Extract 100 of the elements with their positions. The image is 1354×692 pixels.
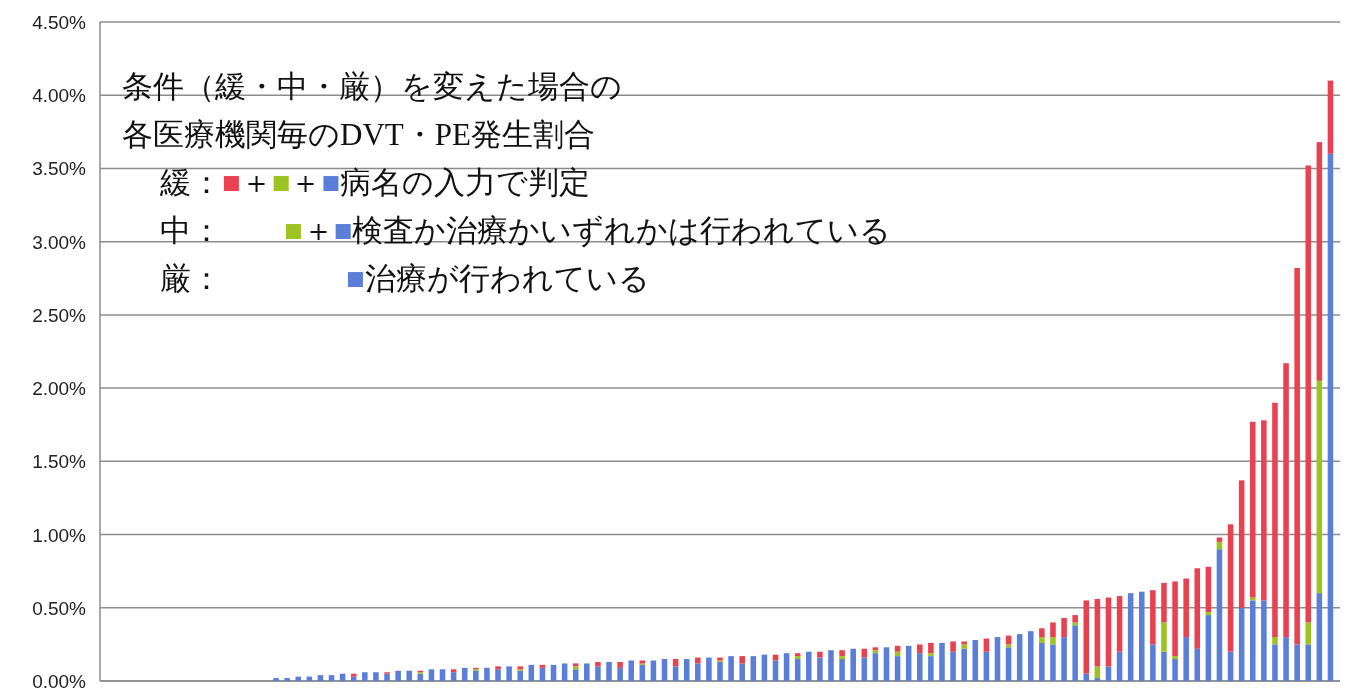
bar [1039, 628, 1045, 638]
y-tick-label: 0.50% [32, 597, 87, 619]
bar [1205, 612, 1212, 616]
bar [1061, 637, 1067, 681]
bar [1316, 593, 1323, 681]
bar [994, 637, 1001, 681]
bar [1005, 644, 1012, 648]
bar [539, 664, 546, 668]
bar [450, 669, 457, 673]
bar [428, 669, 435, 681]
bar [1305, 165, 1312, 623]
bar [1094, 598, 1101, 667]
bar [395, 670, 401, 681]
bar [1172, 581, 1178, 657]
bar [1327, 153, 1334, 681]
bar [1305, 622, 1312, 645]
bar [1272, 644, 1278, 681]
bar [595, 666, 601, 681]
bar [1172, 659, 1178, 681]
text: 各医療機関毎のDVT・PE発生割合 [122, 117, 595, 152]
bar [1072, 615, 1078, 623]
bar [1227, 524, 1234, 652]
bar [384, 673, 390, 681]
bar [706, 657, 712, 681]
bar [495, 666, 501, 670]
y-tick-label: 4.00% [32, 85, 87, 107]
bar [1183, 578, 1189, 638]
bar [373, 672, 379, 681]
bar [1194, 568, 1201, 649]
bar [1138, 591, 1145, 681]
bar [739, 663, 745, 681]
bar [1072, 625, 1078, 681]
bar [528, 664, 535, 681]
bar [1283, 637, 1289, 681]
bar [1216, 549, 1223, 681]
bar [439, 669, 446, 681]
bar [1161, 622, 1167, 652]
bar [1050, 644, 1056, 681]
bar [572, 669, 579, 681]
bar [1039, 637, 1045, 643]
bar [1316, 142, 1323, 381]
bar [839, 650, 845, 657]
bar [328, 675, 335, 681]
bar [661, 659, 668, 681]
bar [939, 642, 945, 681]
bar [961, 648, 967, 681]
bar [750, 656, 757, 681]
bar [817, 657, 823, 681]
bar [1327, 80, 1334, 154]
bar [1083, 673, 1090, 681]
bar [273, 678, 279, 681]
bar [639, 664, 646, 681]
bar [1305, 644, 1312, 681]
bar [894, 645, 901, 652]
bar [1249, 600, 1256, 681]
bar [894, 656, 901, 681]
bar [1283, 363, 1289, 638]
bar [728, 656, 734, 681]
bar [1261, 420, 1267, 601]
y-tick-label: 0.00% [32, 671, 87, 692]
bar [794, 659, 801, 681]
bar [1016, 634, 1023, 681]
bar [617, 661, 623, 668]
bar [695, 657, 701, 664]
bar [1161, 582, 1167, 623]
bar [1261, 600, 1267, 681]
bar [1272, 637, 1278, 645]
bar [1316, 380, 1323, 594]
bar [672, 666, 679, 681]
bar [1249, 421, 1256, 598]
bar [473, 670, 479, 681]
bar [1150, 644, 1156, 681]
bar [1039, 642, 1045, 681]
bar [1205, 615, 1212, 681]
bar [628, 660, 634, 681]
bar [1272, 402, 1278, 638]
y-tick-label: 1.00% [32, 524, 87, 546]
bar [1172, 656, 1178, 660]
bar [1294, 268, 1300, 645]
bar [1216, 537, 1223, 542]
bar [362, 672, 368, 681]
bar [972, 640, 979, 681]
text: 条件（緩・中・厳）を変えた場合の [122, 69, 622, 104]
bar [950, 641, 956, 652]
bar [484, 667, 490, 681]
bar [350, 673, 357, 677]
bar [1127, 593, 1134, 681]
y-tick-label: 1.50% [32, 451, 87, 473]
bar [817, 651, 823, 658]
bar [650, 660, 657, 681]
bar [928, 653, 934, 657]
bar [717, 661, 723, 681]
bar [1294, 644, 1300, 681]
text: 中： ■＋■検査か治療かいずれかは行われている [160, 213, 892, 248]
bar [617, 667, 623, 681]
bar [1005, 647, 1012, 681]
bar [495, 669, 501, 681]
bar [683, 659, 690, 681]
bar [506, 666, 512, 681]
bar [883, 647, 890, 681]
